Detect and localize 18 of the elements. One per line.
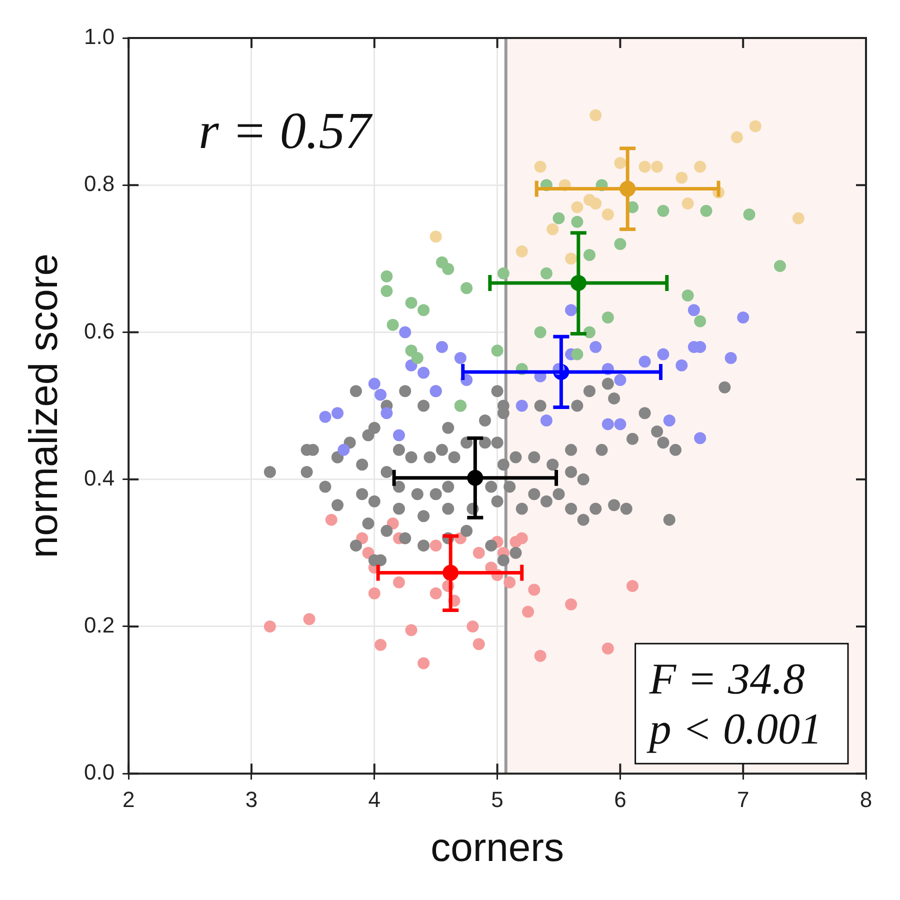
x-axis-title: corners [430, 826, 564, 870]
x-tick-label: 4 [368, 786, 381, 812]
annotation: p < 0.001 [646, 704, 822, 754]
y-tick-label: 0.4 [84, 465, 115, 490]
y-tick-label: 0.0 [84, 760, 115, 785]
y-tick-label: 0.6 [84, 318, 115, 344]
annotation: r = 0.57 [198, 103, 373, 160]
y-axis-title: normalized score [22, 254, 66, 558]
x-tick-label: 3 [245, 786, 258, 812]
x-tick-label: 6 [614, 786, 626, 812]
y-tick-label: 1.0 [84, 24, 115, 50]
x-tick-label: 7 [736, 786, 750, 812]
x-tick-label: 5 [491, 786, 504, 812]
x-tick-label: 2 [122, 786, 135, 812]
y-tick-label: 0.8 [84, 171, 115, 196]
x-tick-label: 8 [860, 786, 872, 812]
annotation: F = 34.8 [648, 654, 805, 704]
y-tick-label: 0.2 [84, 612, 115, 638]
